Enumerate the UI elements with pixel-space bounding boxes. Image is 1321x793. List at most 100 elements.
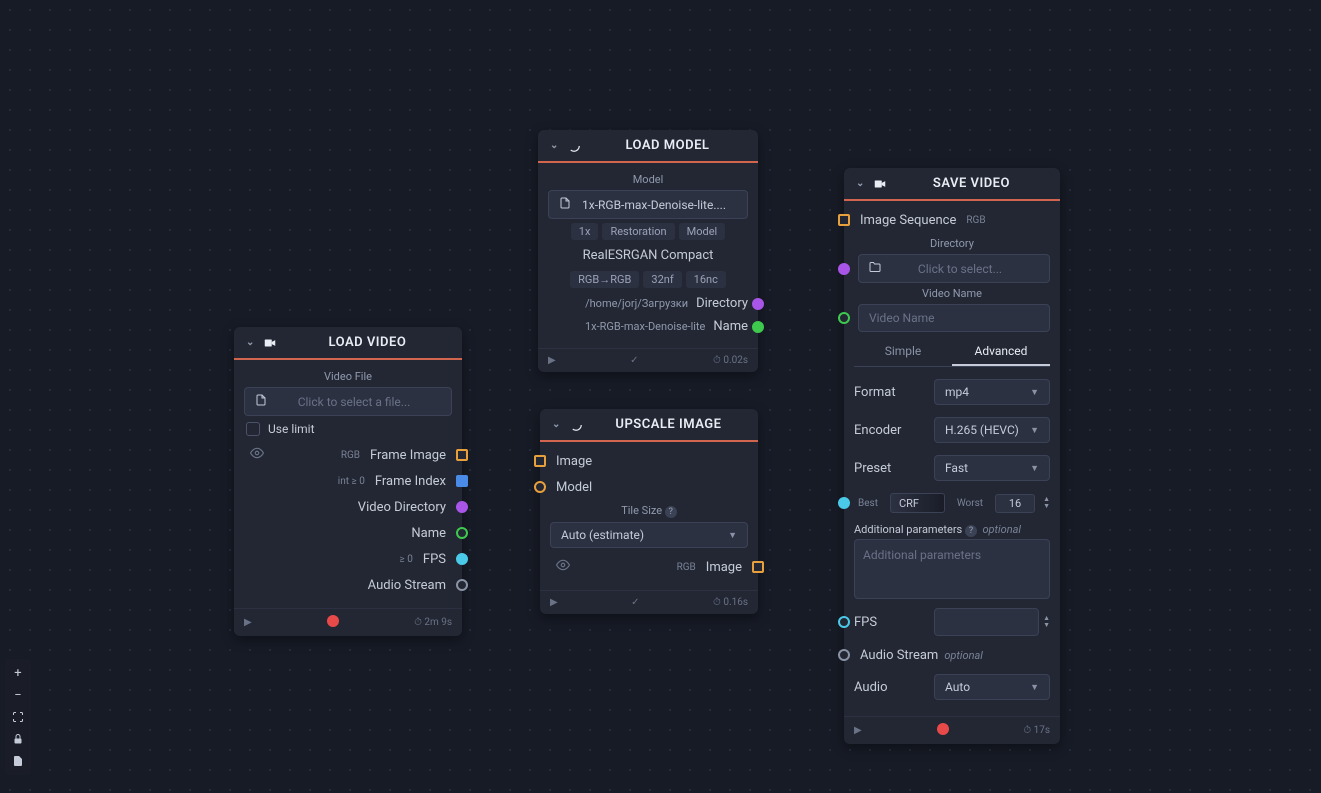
output-label: Frame Index (369, 474, 452, 489)
node-header[interactable]: ⌄ SAVE VIDEO (844, 168, 1060, 201)
help-icon[interactable]: ? (965, 525, 977, 537)
crf-worst: Worst (953, 498, 987, 509)
dropdown-value: Auto (estimate) (561, 528, 644, 542)
tag: Restoration (602, 223, 674, 240)
encoder-dropdown[interactable]: H.265 (HEVC) ▼ (934, 417, 1050, 443)
runtime: ⏱ 0.16s (713, 597, 748, 608)
port[interactable] (838, 497, 850, 509)
node-save-video[interactable]: ⌄ SAVE VIDEO Image Sequence RGB Director… (844, 168, 1060, 744)
port[interactable] (838, 616, 850, 628)
collapse-icon[interactable]: ⌄ (246, 337, 255, 348)
spinner-icon (567, 139, 581, 153)
warning-icon[interactable] (937, 723, 949, 735)
node-footer: ▶ ✓ ⏱ 0.16s (540, 590, 758, 614)
port[interactable] (456, 553, 468, 565)
help-icon[interactable]: ? (665, 506, 677, 518)
tab-simple[interactable]: Simple (854, 338, 952, 366)
collapse-icon[interactable]: ⌄ (552, 419, 561, 430)
port[interactable] (752, 298, 764, 310)
zoom-in-button[interactable]: + (7, 663, 29, 683)
audio-dropdown[interactable]: Auto ▼ (934, 674, 1050, 700)
format-label: Format (854, 385, 924, 400)
audio-stream-label: Audio Stream (854, 648, 944, 663)
video-name-label: Video Name (854, 283, 1050, 304)
node-header[interactable]: ⌄ UPSCALE IMAGE (540, 409, 758, 442)
tag: RGB→RGB (570, 271, 639, 288)
zoom-out-button[interactable]: − (7, 685, 29, 705)
port[interactable] (838, 649, 850, 661)
eye-icon[interactable] (244, 446, 270, 464)
preset-dropdown[interactable]: Fast ▼ (934, 455, 1050, 481)
warning-icon[interactable] (327, 615, 339, 627)
name-label: Name (713, 319, 748, 334)
directory-selector[interactable]: Click to select... (858, 254, 1050, 283)
port[interactable] (752, 561, 764, 573)
crf-label: CRF (899, 497, 919, 510)
port[interactable] (838, 263, 850, 275)
eye-icon[interactable] (550, 558, 576, 576)
spinner-icon (569, 418, 583, 432)
port[interactable] (534, 455, 546, 467)
fps-row: FPS ▲▼ (854, 602, 1050, 642)
node-header[interactable]: ⌄ LOAD MODEL (538, 130, 758, 163)
tab-advanced[interactable]: Advanced (952, 338, 1050, 366)
tag: 16nc (686, 271, 726, 288)
chevron-down-icon: ▼ (1030, 387, 1039, 398)
play-icon[interactable]: ▶ (854, 725, 862, 736)
video-name-input[interactable] (858, 304, 1050, 332)
file-icon (559, 197, 571, 212)
port[interactable] (456, 527, 468, 539)
port[interactable] (456, 501, 468, 513)
port[interactable] (752, 321, 764, 333)
addl-params-input[interactable] (854, 539, 1050, 599)
collapse-icon[interactable]: ⌄ (856, 178, 865, 189)
audio-label: Audio (854, 680, 924, 695)
collapse-icon[interactable]: ⌄ (550, 140, 559, 151)
node-header[interactable]: ⌄ LOAD VIDEO (234, 327, 462, 360)
fps-input[interactable] (934, 608, 1039, 636)
audio-stream-optional: optional (944, 649, 983, 662)
format-dropdown[interactable]: mp4 ▼ (934, 379, 1050, 405)
check-icon: ✓ (556, 355, 713, 366)
output-type: ≥ 0 (396, 554, 417, 565)
file-selector[interactable]: Click to select a file... (244, 387, 452, 416)
port[interactable] (456, 475, 468, 487)
fps-stepper[interactable]: ▲▼ (1043, 608, 1050, 636)
tile-size-dropdown[interactable]: Auto (estimate) ▼ (550, 522, 748, 548)
port[interactable] (838, 214, 850, 226)
port[interactable] (456, 449, 468, 461)
node-upscale-image[interactable]: ⌄ UPSCALE IMAGE Image Model Tile Size ? … (540, 409, 758, 614)
port[interactable] (456, 579, 468, 591)
tile-size-label: Tile Size ? (550, 500, 748, 522)
export-button[interactable] (7, 751, 29, 771)
play-icon[interactable]: ▶ (550, 597, 558, 608)
input-type: RGB (962, 215, 989, 226)
play-icon[interactable]: ▶ (548, 355, 556, 366)
model-selector[interactable]: 1x-RGB-max-Denoise-lite.... (548, 190, 748, 219)
use-limit-row[interactable]: Use limit (244, 416, 452, 442)
output-label: Frame Image (364, 448, 452, 463)
node-load-model[interactable]: ⌄ LOAD MODEL Model 1x-RGB-max-Denoise-li… (538, 130, 758, 372)
tag: 1x (571, 223, 599, 240)
chevron-down-icon: ▼ (1030, 425, 1039, 436)
fit-view-button[interactable] (7, 707, 29, 727)
output-video-directory: Video Directory (244, 494, 452, 520)
checkbox[interactable] (246, 422, 260, 436)
lock-button[interactable] (7, 729, 29, 749)
output-label: Image (700, 560, 748, 575)
canvas[interactable] (0, 0, 1321, 793)
output-frame-image: RGB Frame Image (244, 442, 452, 468)
audio-row: Audio Auto ▼ (854, 668, 1050, 706)
node-load-video[interactable]: ⌄ LOAD VIDEO Video File Click to select … (234, 327, 462, 636)
node-footer: ▶ ✓ ⏱ 0.02s (538, 348, 758, 372)
output-label: FPS (417, 552, 452, 567)
port[interactable] (534, 481, 546, 493)
chevron-down-icon: ▼ (1030, 682, 1039, 693)
crf-stepper[interactable]: ▲▼ (1043, 496, 1050, 510)
port[interactable] (838, 312, 850, 324)
dropdown-value: mp4 (945, 385, 969, 399)
play-icon[interactable]: ▶ (244, 617, 252, 628)
crf-value[interactable]: 16 (995, 494, 1035, 513)
node-title: UPSCALE IMAGE (591, 417, 746, 432)
crf-slider[interactable]: CRF (890, 493, 945, 513)
